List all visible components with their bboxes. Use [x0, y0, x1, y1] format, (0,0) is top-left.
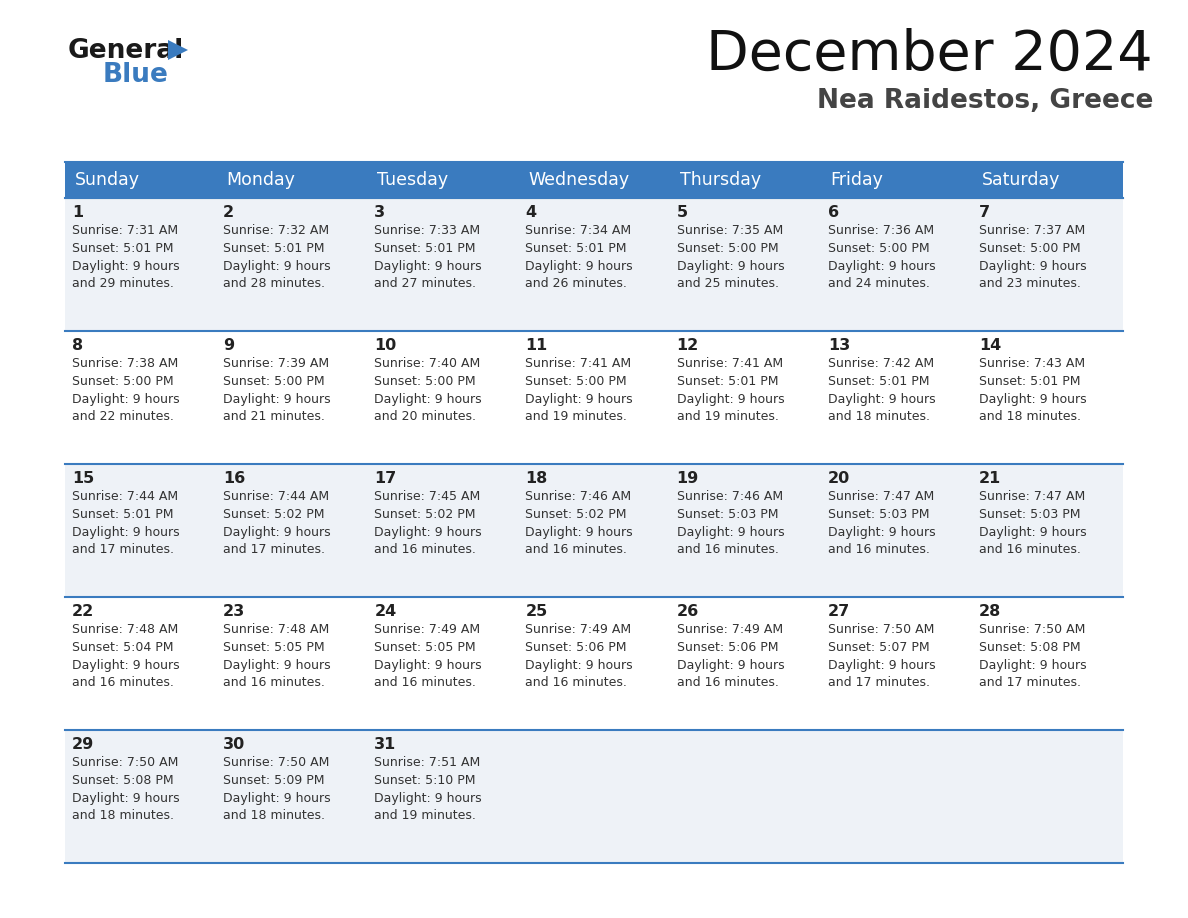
Text: Sunrise: 7:41 AM
Sunset: 5:01 PM
Daylight: 9 hours
and 19 minutes.: Sunrise: 7:41 AM Sunset: 5:01 PM Dayligh…: [677, 357, 784, 423]
Text: 31: 31: [374, 737, 397, 752]
Text: 10: 10: [374, 338, 397, 353]
Text: Sunrise: 7:50 AM
Sunset: 5:08 PM
Daylight: 9 hours
and 17 minutes.: Sunrise: 7:50 AM Sunset: 5:08 PM Dayligh…: [979, 623, 1087, 689]
Text: 3: 3: [374, 205, 385, 220]
Bar: [65, 162, 1123, 198]
Text: Sunrise: 7:35 AM
Sunset: 5:00 PM
Daylight: 9 hours
and 25 minutes.: Sunrise: 7:35 AM Sunset: 5:00 PM Dayligh…: [677, 224, 784, 290]
Text: Sunrise: 7:50 AM
Sunset: 5:08 PM
Daylight: 9 hours
and 18 minutes.: Sunrise: 7:50 AM Sunset: 5:08 PM Dayligh…: [72, 756, 179, 823]
Text: Sunday: Sunday: [75, 171, 140, 189]
Text: 27: 27: [828, 604, 849, 619]
Text: 5: 5: [677, 205, 688, 220]
Text: 4: 4: [525, 205, 537, 220]
Text: Sunrise: 7:43 AM
Sunset: 5:01 PM
Daylight: 9 hours
and 18 minutes.: Sunrise: 7:43 AM Sunset: 5:01 PM Dayligh…: [979, 357, 1087, 423]
Text: 1: 1: [72, 205, 83, 220]
Text: Sunrise: 7:48 AM
Sunset: 5:04 PM
Daylight: 9 hours
and 16 minutes.: Sunrise: 7:48 AM Sunset: 5:04 PM Dayligh…: [72, 623, 179, 689]
Bar: [65, 464, 1123, 597]
Polygon shape: [168, 40, 188, 60]
Text: Sunrise: 7:48 AM
Sunset: 5:05 PM
Daylight: 9 hours
and 16 minutes.: Sunrise: 7:48 AM Sunset: 5:05 PM Dayligh…: [223, 623, 330, 689]
Text: Sunrise: 7:46 AM
Sunset: 5:02 PM
Daylight: 9 hours
and 16 minutes.: Sunrise: 7:46 AM Sunset: 5:02 PM Dayligh…: [525, 490, 633, 556]
Bar: [65, 730, 1123, 863]
Text: 25: 25: [525, 604, 548, 619]
Text: 6: 6: [828, 205, 839, 220]
Text: 21: 21: [979, 471, 1001, 486]
Text: Sunrise: 7:50 AM
Sunset: 5:09 PM
Daylight: 9 hours
and 18 minutes.: Sunrise: 7:50 AM Sunset: 5:09 PM Dayligh…: [223, 756, 330, 823]
Text: Wednesday: Wednesday: [529, 171, 630, 189]
Bar: [65, 198, 1123, 331]
Text: 7: 7: [979, 205, 990, 220]
Text: 29: 29: [72, 737, 94, 752]
Text: Sunrise: 7:49 AM
Sunset: 5:06 PM
Daylight: 9 hours
and 16 minutes.: Sunrise: 7:49 AM Sunset: 5:06 PM Dayligh…: [525, 623, 633, 689]
Text: 9: 9: [223, 338, 234, 353]
Text: Sunrise: 7:49 AM
Sunset: 5:06 PM
Daylight: 9 hours
and 16 minutes.: Sunrise: 7:49 AM Sunset: 5:06 PM Dayligh…: [677, 623, 784, 689]
Text: December 2024: December 2024: [707, 28, 1154, 82]
Text: Sunrise: 7:45 AM
Sunset: 5:02 PM
Daylight: 9 hours
and 16 minutes.: Sunrise: 7:45 AM Sunset: 5:02 PM Dayligh…: [374, 490, 482, 556]
Text: 15: 15: [72, 471, 94, 486]
Text: Sunrise: 7:49 AM
Sunset: 5:05 PM
Daylight: 9 hours
and 16 minutes.: Sunrise: 7:49 AM Sunset: 5:05 PM Dayligh…: [374, 623, 482, 689]
Text: 13: 13: [828, 338, 849, 353]
Text: Sunrise: 7:44 AM
Sunset: 5:02 PM
Daylight: 9 hours
and 17 minutes.: Sunrise: 7:44 AM Sunset: 5:02 PM Dayligh…: [223, 490, 330, 556]
Text: 22: 22: [72, 604, 94, 619]
Text: 11: 11: [525, 338, 548, 353]
Text: 19: 19: [677, 471, 699, 486]
Text: Tuesday: Tuesday: [378, 171, 448, 189]
Text: Blue: Blue: [103, 62, 169, 88]
Text: Sunrise: 7:38 AM
Sunset: 5:00 PM
Daylight: 9 hours
and 22 minutes.: Sunrise: 7:38 AM Sunset: 5:00 PM Dayligh…: [72, 357, 179, 423]
Text: 28: 28: [979, 604, 1001, 619]
Text: Nea Raidestos, Greece: Nea Raidestos, Greece: [816, 88, 1154, 114]
Text: Sunrise: 7:51 AM
Sunset: 5:10 PM
Daylight: 9 hours
and 19 minutes.: Sunrise: 7:51 AM Sunset: 5:10 PM Dayligh…: [374, 756, 482, 823]
Text: 14: 14: [979, 338, 1001, 353]
Text: General: General: [68, 38, 184, 64]
Text: Sunrise: 7:46 AM
Sunset: 5:03 PM
Daylight: 9 hours
and 16 minutes.: Sunrise: 7:46 AM Sunset: 5:03 PM Dayligh…: [677, 490, 784, 556]
Text: 12: 12: [677, 338, 699, 353]
Text: Monday: Monday: [226, 171, 295, 189]
Text: 20: 20: [828, 471, 849, 486]
Text: Sunrise: 7:41 AM
Sunset: 5:00 PM
Daylight: 9 hours
and 19 minutes.: Sunrise: 7:41 AM Sunset: 5:00 PM Dayligh…: [525, 357, 633, 423]
Text: Sunrise: 7:47 AM
Sunset: 5:03 PM
Daylight: 9 hours
and 16 minutes.: Sunrise: 7:47 AM Sunset: 5:03 PM Dayligh…: [828, 490, 935, 556]
Text: Sunrise: 7:37 AM
Sunset: 5:00 PM
Daylight: 9 hours
and 23 minutes.: Sunrise: 7:37 AM Sunset: 5:00 PM Dayligh…: [979, 224, 1087, 290]
Text: Sunrise: 7:31 AM
Sunset: 5:01 PM
Daylight: 9 hours
and 29 minutes.: Sunrise: 7:31 AM Sunset: 5:01 PM Dayligh…: [72, 224, 179, 290]
Text: Sunrise: 7:34 AM
Sunset: 5:01 PM
Daylight: 9 hours
and 26 minutes.: Sunrise: 7:34 AM Sunset: 5:01 PM Dayligh…: [525, 224, 633, 290]
Bar: [65, 597, 1123, 730]
Text: 18: 18: [525, 471, 548, 486]
Text: Sunrise: 7:44 AM
Sunset: 5:01 PM
Daylight: 9 hours
and 17 minutes.: Sunrise: 7:44 AM Sunset: 5:01 PM Dayligh…: [72, 490, 179, 556]
Text: Friday: Friday: [830, 171, 884, 189]
Text: 8: 8: [72, 338, 83, 353]
Text: Sunrise: 7:47 AM
Sunset: 5:03 PM
Daylight: 9 hours
and 16 minutes.: Sunrise: 7:47 AM Sunset: 5:03 PM Dayligh…: [979, 490, 1087, 556]
Text: Sunrise: 7:42 AM
Sunset: 5:01 PM
Daylight: 9 hours
and 18 minutes.: Sunrise: 7:42 AM Sunset: 5:01 PM Dayligh…: [828, 357, 935, 423]
Text: Sunrise: 7:40 AM
Sunset: 5:00 PM
Daylight: 9 hours
and 20 minutes.: Sunrise: 7:40 AM Sunset: 5:00 PM Dayligh…: [374, 357, 482, 423]
Text: 30: 30: [223, 737, 246, 752]
Text: 17: 17: [374, 471, 397, 486]
Text: Sunrise: 7:50 AM
Sunset: 5:07 PM
Daylight: 9 hours
and 17 minutes.: Sunrise: 7:50 AM Sunset: 5:07 PM Dayligh…: [828, 623, 935, 689]
Text: 24: 24: [374, 604, 397, 619]
Text: Sunrise: 7:39 AM
Sunset: 5:00 PM
Daylight: 9 hours
and 21 minutes.: Sunrise: 7:39 AM Sunset: 5:00 PM Dayligh…: [223, 357, 330, 423]
Text: 16: 16: [223, 471, 246, 486]
Text: Saturday: Saturday: [981, 171, 1060, 189]
Text: Sunrise: 7:33 AM
Sunset: 5:01 PM
Daylight: 9 hours
and 27 minutes.: Sunrise: 7:33 AM Sunset: 5:01 PM Dayligh…: [374, 224, 482, 290]
Text: 2: 2: [223, 205, 234, 220]
Text: 26: 26: [677, 604, 699, 619]
Text: Thursday: Thursday: [680, 171, 760, 189]
Bar: [65, 331, 1123, 464]
Text: 23: 23: [223, 604, 246, 619]
Text: Sunrise: 7:36 AM
Sunset: 5:00 PM
Daylight: 9 hours
and 24 minutes.: Sunrise: 7:36 AM Sunset: 5:00 PM Dayligh…: [828, 224, 935, 290]
Text: Sunrise: 7:32 AM
Sunset: 5:01 PM
Daylight: 9 hours
and 28 minutes.: Sunrise: 7:32 AM Sunset: 5:01 PM Dayligh…: [223, 224, 330, 290]
